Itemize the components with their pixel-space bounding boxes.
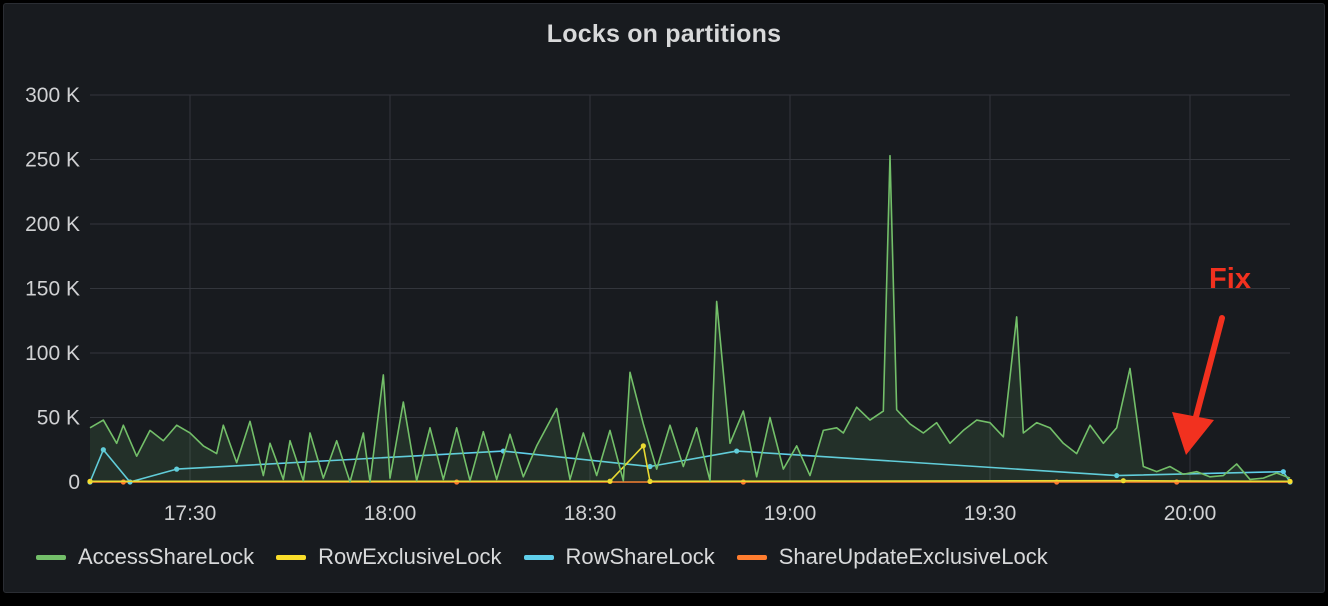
series-point-row-share-lock bbox=[1114, 472, 1120, 479]
y-tick-label: 250 K bbox=[25, 149, 80, 172]
panel-title: Locks on partitions bbox=[546, 20, 782, 48]
legend-item-row-share-lock[interactable]: RowShareLock bbox=[523, 544, 715, 570]
series-point-row-exclusive-lock bbox=[1120, 478, 1126, 484]
y-tick-label: 50 K bbox=[37, 407, 80, 430]
annotation-arrow-shaft bbox=[1189, 315, 1225, 435]
legend-label: ShareUpdateExclusiveLock bbox=[778, 544, 1048, 569]
series-area-access-share-lock bbox=[90, 155, 1290, 482]
series-line-access-share-lock bbox=[89, 154, 1291, 483]
x-tick-label: 19:30 bbox=[964, 502, 1017, 525]
legend-label: AccessShareLock bbox=[78, 544, 255, 569]
chart-panel: Locks on partitions bbox=[3, 3, 1325, 593]
series-point-row-share-lock bbox=[1280, 469, 1286, 475]
legend-item-share-update-exclusive-lock[interactable]: ShareUpdateExclusiveLock bbox=[736, 544, 1048, 570]
x-tick-label: 17:30 bbox=[164, 502, 217, 525]
legend-swatch bbox=[276, 554, 307, 560]
series-point-row-exclusive-lock bbox=[87, 478, 93, 484]
legend-swatch bbox=[523, 554, 554, 560]
legend: AccessShareLock RowExclusiveLock RowShareL… bbox=[36, 544, 1070, 570]
series-point-row-share-lock bbox=[174, 466, 180, 472]
series-point-row-share-lock bbox=[734, 448, 740, 454]
legend-label: RowShareLock bbox=[565, 544, 715, 569]
annotation-arrow-head bbox=[1172, 412, 1214, 455]
series-point-row-exclusive-lock bbox=[607, 478, 613, 484]
y-tick-label: 150 K bbox=[25, 278, 80, 301]
y-tick-label: 200 K bbox=[25, 213, 80, 236]
legend-swatch bbox=[736, 554, 767, 560]
x-tick-label: 20:00 bbox=[1164, 502, 1217, 525]
legend-swatch bbox=[36, 554, 66, 560]
legend-item-access-share-lock[interactable]: AccessShareLock bbox=[36, 544, 254, 570]
series-point-row-exclusive-lock bbox=[1287, 478, 1293, 484]
x-tick-label: 18:00 bbox=[364, 502, 417, 525]
legend-item-row-exclusive-lock[interactable]: RowExclusiveLock bbox=[276, 544, 502, 570]
series-point-row-exclusive-lock bbox=[647, 478, 653, 484]
series-point-row-share-lock bbox=[100, 447, 106, 453]
x-tick-label: 19:00 bbox=[764, 502, 817, 525]
series-point-row-share-lock bbox=[647, 463, 653, 470]
y-tick-label: 300 K bbox=[25, 84, 80, 107]
x-tick-label: 18:30 bbox=[564, 502, 617, 525]
y-tick-label: 0 bbox=[68, 471, 80, 494]
legend-label: RowExclusiveLock bbox=[318, 544, 502, 569]
series-line-row-exclusive-lock bbox=[89, 445, 1291, 483]
series-point-row-exclusive-lock bbox=[640, 443, 646, 449]
y-tick-label: 100 K bbox=[25, 342, 80, 365]
annotation-label: Fix bbox=[1209, 263, 1251, 295]
